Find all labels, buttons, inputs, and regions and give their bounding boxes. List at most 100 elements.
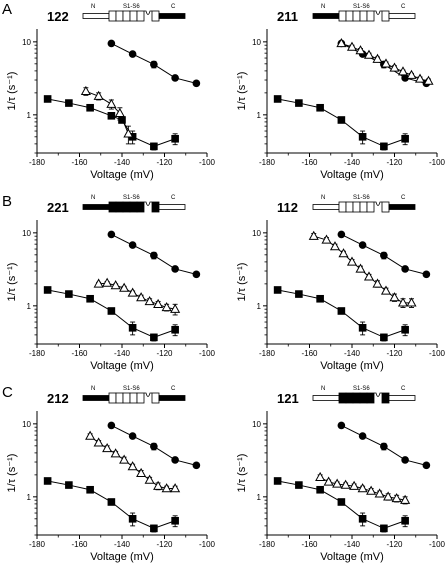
schematic-c-tail: [158, 13, 186, 19]
x-tick-label: -160: [71, 158, 88, 167]
marker-triangle: [93, 278, 104, 288]
marker-square: [171, 516, 179, 525]
marker-triangle: [414, 73, 426, 83]
marker-circle: [128, 50, 137, 58]
marker-square: [150, 524, 158, 533]
marker-triangle: [114, 107, 125, 117]
marker-triangle: [397, 66, 409, 76]
marker-square: [273, 95, 282, 103]
schematic-segment: [122, 392, 131, 404]
series-square-filled: [43, 477, 179, 533]
panel-letter-a: A: [2, 1, 12, 18]
schematic-label-c: C: [171, 386, 176, 392]
series-triangle-open: [93, 277, 181, 316]
schematic-label-segments: S1-S6: [123, 386, 140, 392]
marker-triangle: [389, 292, 400, 302]
x-axis-title: Voltage (mV): [320, 551, 384, 563]
construct-label: 221: [47, 200, 69, 215]
marker-circle: [401, 265, 409, 273]
marker-triangle: [389, 62, 400, 72]
marker-triangle: [372, 53, 383, 63]
marker-circle: [150, 60, 158, 69]
y-tick-label: 10: [252, 38, 261, 47]
marker-triangle: [340, 479, 351, 489]
marker-triangle: [170, 303, 181, 313]
x-tick-label: -100: [429, 540, 446, 549]
schematic-segment: [122, 201, 131, 213]
marker-square: [65, 481, 73, 489]
x-tick-label: -180: [259, 349, 276, 358]
marker-triangle: [321, 234, 332, 244]
marker-square: [295, 99, 303, 107]
y-tick-label: 10: [252, 229, 261, 238]
schematic-label-n: N: [321, 4, 325, 10]
marker-square: [358, 324, 367, 332]
y-axis-title: 1/τ (s⁻¹): [236, 454, 248, 493]
marker-triangle: [332, 478, 343, 488]
marker-circle: [401, 456, 409, 464]
schematic-c-tail: [158, 204, 186, 210]
marker-triangle: [144, 295, 155, 306]
construct-label: 122: [47, 9, 69, 24]
marker-circle: [107, 230, 116, 239]
series-triangle-open: [336, 38, 434, 85]
schematic-c-tail: [158, 395, 186, 401]
marker-triangle: [380, 58, 392, 68]
marker-triangle: [363, 271, 375, 281]
marker-square: [150, 333, 158, 342]
x-tick-label: -100: [199, 158, 216, 167]
schematic-label-c: C: [401, 4, 406, 10]
marker-triangle: [308, 230, 319, 240]
schematic-segment: [129, 392, 138, 404]
schematic-label-segments: S1-S6: [353, 386, 370, 392]
schematic-segment: [136, 10, 145, 22]
x-tick-label: -180: [259, 540, 276, 549]
marker-circle: [128, 432, 137, 440]
x-tick-label: -140: [114, 349, 131, 358]
schematic-segment: [129, 201, 138, 213]
marker-circle: [358, 241, 367, 249]
marker-triangle: [93, 437, 104, 447]
schematic-segment: [381, 201, 390, 213]
marker-square: [401, 325, 409, 334]
chart-112: 112 N S1-S6 C -180 -160 -140 -120 -100 1 10 Voltage…: [236, 195, 446, 372]
marker-square: [107, 307, 116, 315]
marker-circle: [171, 74, 179, 82]
marker-square: [65, 99, 73, 107]
marker-triangle: [144, 474, 155, 484]
schematic-n-tail: [312, 13, 340, 19]
schematic-n-tail: [312, 204, 340, 210]
marker-circle: [150, 251, 158, 260]
marker-square: [86, 485, 94, 494]
schematic-segment: [359, 10, 368, 22]
schematic-segment: [122, 10, 131, 22]
schematic-label-c: C: [401, 386, 406, 392]
x-tick-label: -180: [29, 158, 46, 167]
schematic-label-c: C: [171, 4, 176, 10]
marker-triangle: [123, 128, 134, 138]
marker-square: [86, 103, 94, 112]
schematic-segment: [366, 201, 375, 213]
marker-triangle: [80, 85, 91, 96]
series-square-filled: [273, 95, 409, 151]
series-circle-filled: [107, 39, 201, 88]
marker-square: [65, 290, 73, 298]
schematic-segment: [108, 201, 117, 213]
marker-triangle: [119, 454, 130, 464]
schematic-n-tail: [312, 395, 340, 401]
marker-circle: [422, 461, 431, 470]
x-tick-label: -160: [301, 158, 318, 167]
series-circle-filled: [107, 421, 201, 470]
marker-square: [380, 524, 388, 533]
series-triangle-open: [315, 471, 411, 505]
marker-square: [380, 142, 388, 151]
x-axis-title: Voltage (mV): [90, 360, 154, 372]
schematic-segment: [151, 10, 160, 22]
marker-circle: [192, 461, 201, 470]
x-tick-label: -120: [156, 158, 173, 167]
x-tick-label: -100: [199, 540, 216, 549]
schematic-label-c: C: [171, 195, 176, 201]
marker-triangle: [136, 467, 147, 478]
marker-square: [316, 485, 324, 494]
x-tick-label: -160: [301, 540, 318, 549]
